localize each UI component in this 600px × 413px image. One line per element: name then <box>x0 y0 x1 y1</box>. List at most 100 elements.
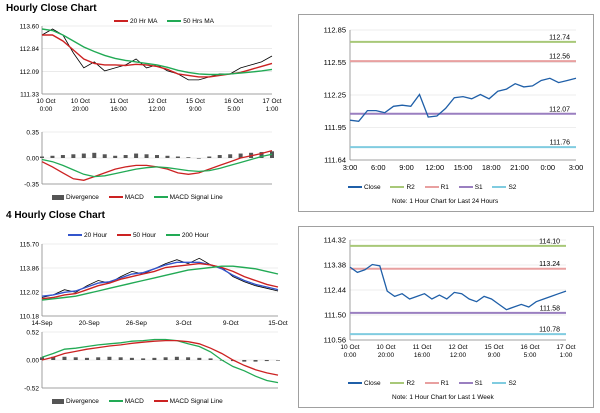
hourly-macd-divergence-bar <box>92 152 97 158</box>
hourly-pivot-level-r2-label: 112.74 <box>549 34 570 41</box>
hourly-pivot-series-close <box>349 77 577 122</box>
four-hourly-pivot-legend: Close R2 R1 S1 S2 <box>348 380 524 387</box>
four-hourly-macd-divergence-bar <box>51 356 56 360</box>
legend-swatch-50hr <box>167 20 182 23</box>
hourly-pivot-note: Note: 1 Hour Chart for Last 24 Hours <box>392 198 499 205</box>
hourly-price-ytick-0: 113.60 <box>20 24 40 31</box>
four-hourly-price-xtick-4: 9-Oct <box>223 320 239 327</box>
hourly-price-ytick-2: 112.09 <box>20 69 40 76</box>
legend-close: Close <box>364 184 381 191</box>
legend-macd-signal-4h: MACD Signal Line <box>169 398 223 405</box>
four-hourly-pivot-xtick-2-date: 11 Oct <box>413 344 432 351</box>
legend-macd-4h: MACD <box>124 398 144 405</box>
four-hourly-macd-divergence-bar <box>40 357 44 360</box>
hourly-pivot-svg: 112.85 112.55 112.25 111.95 111.64 112.74 112.… <box>324 26 584 173</box>
four-hourly-macd-divergence-bar <box>253 360 258 362</box>
four-hourly-macd-divergence-bar <box>96 357 101 360</box>
hourly-macd-ytick-1: 0.00 <box>26 156 39 163</box>
legend-macd-signal: MACD Signal Line <box>169 194 223 201</box>
four-hourly-macd-divergence-bar <box>129 357 134 360</box>
hourly-macd-divergence-bar <box>155 155 159 158</box>
four-hourly-price-ytick-1: 113.86 <box>20 266 40 273</box>
hourly-price-xtick-4-date: 15 Oct <box>186 98 205 105</box>
four-hourly-price-series-20hour <box>41 261 279 297</box>
four-hourly-pivot-xtick-1-time: 20:00 <box>378 352 395 359</box>
four-hourly-macd-chart: 0.52 0.00 -0.52 Divergence MACD MACD Signa… <box>8 328 290 410</box>
legend-s1: S1 <box>474 184 483 191</box>
four-hourly-pivot-xtick-4-date: 15 Oct <box>484 344 503 351</box>
four-hourly-pivot-xtick-4-time: 9:00 <box>488 352 501 359</box>
hourly-price-xtick-4-time: 9:00 <box>189 106 202 113</box>
hourly-pivot-level-r1-label: 112.56 <box>549 54 570 61</box>
legend-divergence-4h: Divergence <box>66 398 99 405</box>
four-hourly-price-ytick-2: 112.02 <box>20 290 40 297</box>
hourly-pivot-xtick-2: 9:00 <box>399 163 414 172</box>
hourly-price-xtick-2-date: 11 Oct <box>109 98 128 105</box>
hourly-macd-divergence-bar <box>102 154 107 158</box>
four-hourly-pivot-xtick-1-date: 10 Oct <box>376 344 395 351</box>
four-hourly-macd-divergence-bar <box>107 356 112 360</box>
hourly-macd-divergence-bar <box>123 155 128 158</box>
legend-s2-4h: S2 <box>508 380 517 387</box>
hourly-pivot-xtick-6: 21:00 <box>510 163 529 172</box>
legend-50hr-ma: 50 Hrs MA <box>183 18 214 25</box>
four-hourly-price-legend: 20 Hour 50 Hour 200 Hour <box>68 232 217 239</box>
hourly-macd-divergence-bar <box>217 155 222 158</box>
four-hourly-price-series-50hour <box>41 262 279 300</box>
four-hourly-pivot-ytick-3: 111.50 <box>324 311 346 320</box>
hourly-price-chart: 20 Hr MA 50 Hrs MA 113.60 112.84 112.09 111… <box>8 14 290 122</box>
hourly-price-xtick-1-date: 10 Oct <box>71 98 90 105</box>
four-hourly-macd-divergence-bar <box>264 360 269 362</box>
legend-200hour: 200 Hour <box>181 232 209 239</box>
hourly-pivot-chart: 112.85 112.55 112.25 111.95 111.64 112.74 112.… <box>298 14 594 212</box>
hourly-pivot-xtick-8: 3:00 <box>569 163 584 172</box>
hourly-pivot-level-s1-label: 112.07 <box>549 106 570 113</box>
hourly-pivot-xtick-0: 3:00 <box>343 163 358 172</box>
four-hourly-pivot-level-s2-label: 110.78 <box>539 327 560 334</box>
four-hourly-price-xtick-3: 3-Oct <box>176 320 192 327</box>
hourly-price-xtick-6-date: 17 Oct <box>262 98 281 105</box>
hourly-macd-divergence-bar <box>228 154 233 158</box>
four-hourly-macd-divergence-bar <box>163 357 168 360</box>
four-hourly-price-xtick-5: 15-Oct <box>268 320 288 327</box>
four-hourly-pivot-note: Note: 1 Hour Chart for Last 1 Week <box>392 394 494 401</box>
four-hourly-macd-divergence-bar <box>84 357 89 360</box>
hourly-macd-divergence-bar <box>186 157 191 158</box>
four-hourly-pivot-ytick-1: 113.38 <box>324 261 346 270</box>
four-hourly-pivot-ytick-0: 114.32 <box>324 236 346 245</box>
hourly-macd-divergence-bar <box>165 155 170 158</box>
hourly-price-xtick-2-time: 16:00 <box>111 106 128 113</box>
four-hourly-pivot-xtick-6-date: 17 Oct <box>556 344 575 351</box>
four-hourly-pivot-xtick-5-date: 16 Oct <box>520 344 539 351</box>
four-hourly-pivot-ytick-4: 110.56 <box>324 336 346 345</box>
four-hourly-macd-divergence-bar <box>276 360 280 361</box>
hourly-macd-divergence-bar <box>144 154 149 158</box>
legend-50hour: 50 Hour <box>132 232 157 239</box>
four-hourly-pivot-ytick-2: 112.44 <box>324 286 346 295</box>
hourly-pivot-xtick-3: 12:00 <box>425 163 444 172</box>
legend-s1-4h: S1 <box>474 380 483 387</box>
four-hourly-macd-divergence-bar <box>141 358 146 360</box>
hourly-price-xtick-5-time: 5:00 <box>227 106 240 113</box>
four-hourly-price-series-200hour <box>41 265 279 301</box>
four-hourly-pivot-xtick-3-time: 12:00 <box>450 352 467 359</box>
four-hourly-pivot-level-s1-label: 111.58 <box>540 305 560 312</box>
four-hourly-macd-divergence-bar <box>186 357 191 360</box>
four-hourly-macd-ytick-1: 0.00 <box>26 358 39 365</box>
four-hourly-pivot-series-close <box>349 263 567 311</box>
legend-s2: S2 <box>508 184 517 191</box>
four-hourly-pivot-box <box>298 226 594 408</box>
hourly-price-ytick-3: 111.33 <box>20 92 39 99</box>
hourly-pivot-xtick-5: 18:00 <box>482 163 501 172</box>
hourly-pivot-ytick-3: 111.95 <box>324 123 346 132</box>
four-hourly-pivot-level-r1-label: 113.24 <box>539 261 560 268</box>
legend-close-4h: Close <box>364 380 381 387</box>
hourly-pivot-ytick-0: 112.85 <box>324 26 346 35</box>
hourly-price-xtick-5-date: 16 Oct <box>224 98 243 105</box>
four-hourly-pivot-xtick-2-time: 16:00 <box>414 352 431 359</box>
hourly-macd-divergence-bar <box>40 156 44 158</box>
four-hourly-macd-divergence-bar <box>174 356 179 360</box>
legend-20hr-ma: 20 Hr MA <box>130 18 158 25</box>
four-hourly-macd-divergence-bar <box>197 357 202 360</box>
